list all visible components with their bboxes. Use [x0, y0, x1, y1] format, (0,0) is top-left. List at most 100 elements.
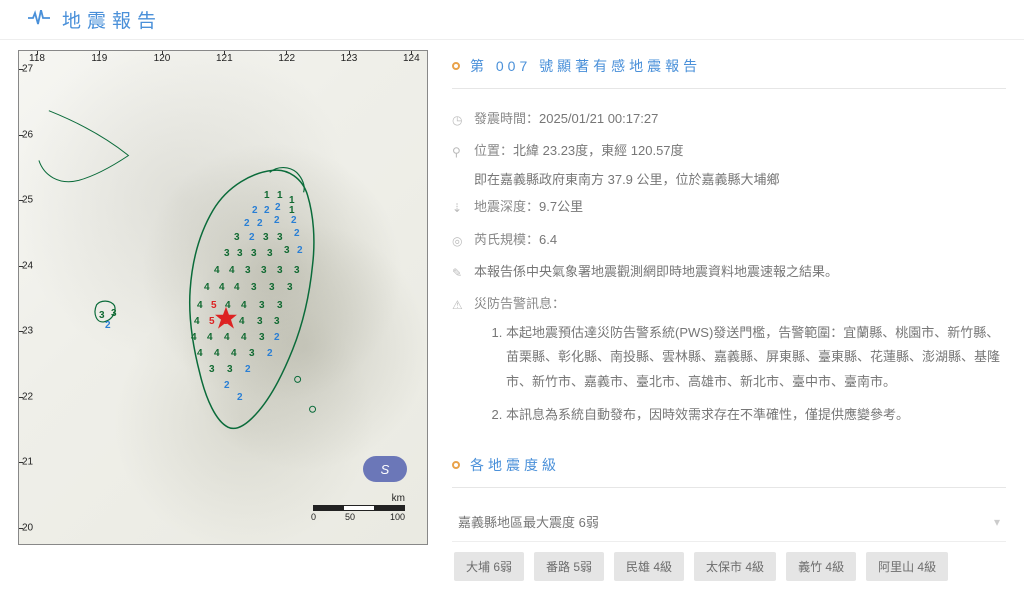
map-intensity-point: 4	[207, 333, 213, 343]
row-time: ◷ 發震時間： 2025/01/21 00:17:27	[452, 103, 1006, 135]
pulse-icon	[28, 10, 50, 29]
map-intensity-point: 2	[257, 219, 263, 229]
region-row[interactable]: 嘉義縣地區最大震度 6弱 ▾	[452, 502, 1006, 542]
map-intensity-point: 2	[291, 216, 297, 226]
row-pws-label: ⚠ 災防告警訊息：	[452, 288, 1006, 320]
clock-icon: ◷	[452, 110, 466, 130]
map-intensity-point: 2	[267, 349, 273, 359]
intensity-chip[interactable]: 阿里山 4級	[866, 552, 948, 581]
bullet-icon	[452, 62, 460, 70]
map-intensity-point: 3	[257, 317, 263, 327]
row-location-desc: 即在嘉義縣政府東南方 37.9 公里，位於嘉義縣大埔鄉	[452, 168, 1006, 191]
map-intensity-point: 3	[259, 333, 265, 343]
map-intensity-point: 3	[224, 249, 230, 259]
intensity-heading-row: 各地震度級	[452, 449, 1006, 488]
map-intensity-point: 2	[245, 365, 251, 375]
map-intensity-point: 2	[275, 203, 281, 213]
row-location: ⚲ 位置： 北緯 23.23度，東經 120.57度	[452, 135, 1006, 167]
map-column: 118119120121122123124 2726252423222120	[18, 50, 428, 590]
map-intensity-point: 4	[241, 333, 247, 343]
map-intensity-point: 4	[204, 283, 210, 293]
map-intensity-point: 4	[231, 349, 237, 359]
map-intensity-point: 3	[274, 317, 280, 327]
map-intensity-point: 3	[251, 283, 257, 293]
map-intensity-point: 4	[234, 283, 240, 293]
map-intensity-point: 3	[209, 365, 215, 375]
intensity-map[interactable]: 118119120121122123124 2726252423222120	[18, 50, 428, 545]
map-intensity-point: 3	[237, 249, 243, 259]
info-column: 第 007 號顯著有感地震報告 ◷ 發震時間： 2025/01/21 00:17…	[452, 50, 1006, 590]
map-intensity-point: 4	[191, 333, 197, 343]
region-title: 嘉義縣地區最大震度 6弱	[458, 512, 599, 531]
map-intensity-point: 4	[225, 301, 231, 311]
map-intensity-point: 2	[294, 229, 300, 239]
map-intensity-point: 3	[287, 283, 293, 293]
map-intensity-point: 4	[239, 317, 245, 327]
map-intensity-point: 2	[297, 246, 303, 256]
map-intensity-point: 3	[277, 301, 283, 311]
map-intensity-point: 2	[224, 381, 230, 391]
map-intensity-point: 3	[245, 266, 251, 276]
map-intensity-point: 3	[251, 249, 257, 259]
intensity-chip[interactable]: 太保市 4級	[694, 552, 776, 581]
map-intensity-point: 4	[241, 301, 247, 311]
map-intensity-point: 3	[99, 311, 105, 321]
map-intensity-point: 3	[111, 309, 117, 319]
map-intensity-point: 4	[197, 349, 203, 359]
map-intensity-point: 4	[197, 301, 203, 311]
map-intensity-point: 4	[194, 317, 200, 327]
map-intensity-point: 3	[234, 233, 240, 243]
map-intensity-point: 3	[227, 365, 233, 375]
main-layout: 118119120121122123124 2726252423222120	[0, 40, 1024, 590]
row-note: ✎ 本報告係中央氣象署地震觀測網即時地震資料地震速報之結果。	[452, 256, 1006, 288]
region-chip-row: 大埔 6弱番路 5弱民雄 4級太保市 4級義竹 4級阿里山 4級	[452, 542, 1006, 590]
report-details: ◷ 發震時間： 2025/01/21 00:17:27 ⚲ 位置： 北緯 23.…	[452, 103, 1006, 321]
map-intensity-point: 5	[209, 317, 215, 327]
map-intensity-point: 3	[249, 349, 255, 359]
row-depth: ⇣ 地震深度： 9.7公里	[452, 191, 1006, 223]
map-intensity-point: 3	[263, 233, 269, 243]
map-intensity-point: 3	[277, 233, 283, 243]
map-intensity-point: 4	[229, 266, 235, 276]
map-intensity-point: 2	[237, 393, 243, 403]
intensity-chip[interactable]: 大埔 6弱	[454, 552, 524, 581]
map-intensity-point: 3	[277, 266, 283, 276]
map-intensity-point: 3	[267, 249, 273, 259]
map-intensity-point: 2	[249, 233, 255, 243]
chevron-down-icon: ▾	[994, 515, 1000, 529]
intensity-chip[interactable]: 民雄 4級	[614, 552, 684, 581]
pin-icon: ⚲	[452, 142, 466, 162]
bullet-icon	[452, 461, 460, 469]
map-intensity-point: 3	[284, 246, 290, 256]
map-intensity-point: 1	[277, 191, 283, 201]
pws-item: 本起地震預估達災防告警系統(PWS)發送門檻，告警範圍：宜蘭縣、桃園市、新竹縣、…	[506, 321, 1006, 395]
map-intensity-point: 4	[214, 349, 220, 359]
map-intensity-point: 5	[211, 301, 217, 311]
intensity-chip[interactable]: 義竹 4級	[786, 552, 856, 581]
pws-item: 本訊息為系統自動發布，因時效需求存在不準確性，僅提供應變參考。	[506, 403, 1006, 428]
report-heading: 第 007 號顯著有感地震報告	[470, 56, 701, 76]
map-intensity-point: 3	[261, 266, 267, 276]
map-intensity-point: 2	[274, 216, 280, 226]
cwa-logo-icon: S	[363, 456, 407, 482]
alert-icon: ⚠	[452, 295, 466, 315]
intensity-chip[interactable]: 番路 5弱	[534, 552, 604, 581]
map-intensity-point: 5	[223, 317, 229, 327]
map-intensity-point: 2	[252, 206, 258, 216]
row-magnitude: ◎ 芮氏規模： 6.4	[452, 224, 1006, 256]
map-intensity-point: 3	[259, 301, 265, 311]
map-intensity-point: 2	[105, 321, 111, 331]
map-intensity-point: 2	[244, 219, 250, 229]
page-title: 地震報告	[62, 6, 162, 33]
magnitude-icon: ◎	[452, 231, 466, 251]
map-intensity-point: 2	[264, 206, 270, 216]
report-heading-row: 第 007 號顯著有感地震報告	[452, 50, 1006, 89]
map-intensity-point: 4	[224, 333, 230, 343]
intensity-heading: 各地震度級	[470, 455, 560, 475]
title-bar: 地震報告	[0, 0, 1024, 40]
depth-icon: ⇣	[452, 198, 466, 218]
map-intensity-point: 4	[214, 266, 220, 276]
pws-list: 本起地震預估達災防告警系統(PWS)發送門檻，告警範圍：宜蘭縣、桃園市、新竹縣、…	[452, 321, 1006, 428]
page-root: 地震報告 118119120121122123124 2726252423222…	[0, 0, 1024, 590]
map-intensity-point: 2	[274, 333, 280, 343]
